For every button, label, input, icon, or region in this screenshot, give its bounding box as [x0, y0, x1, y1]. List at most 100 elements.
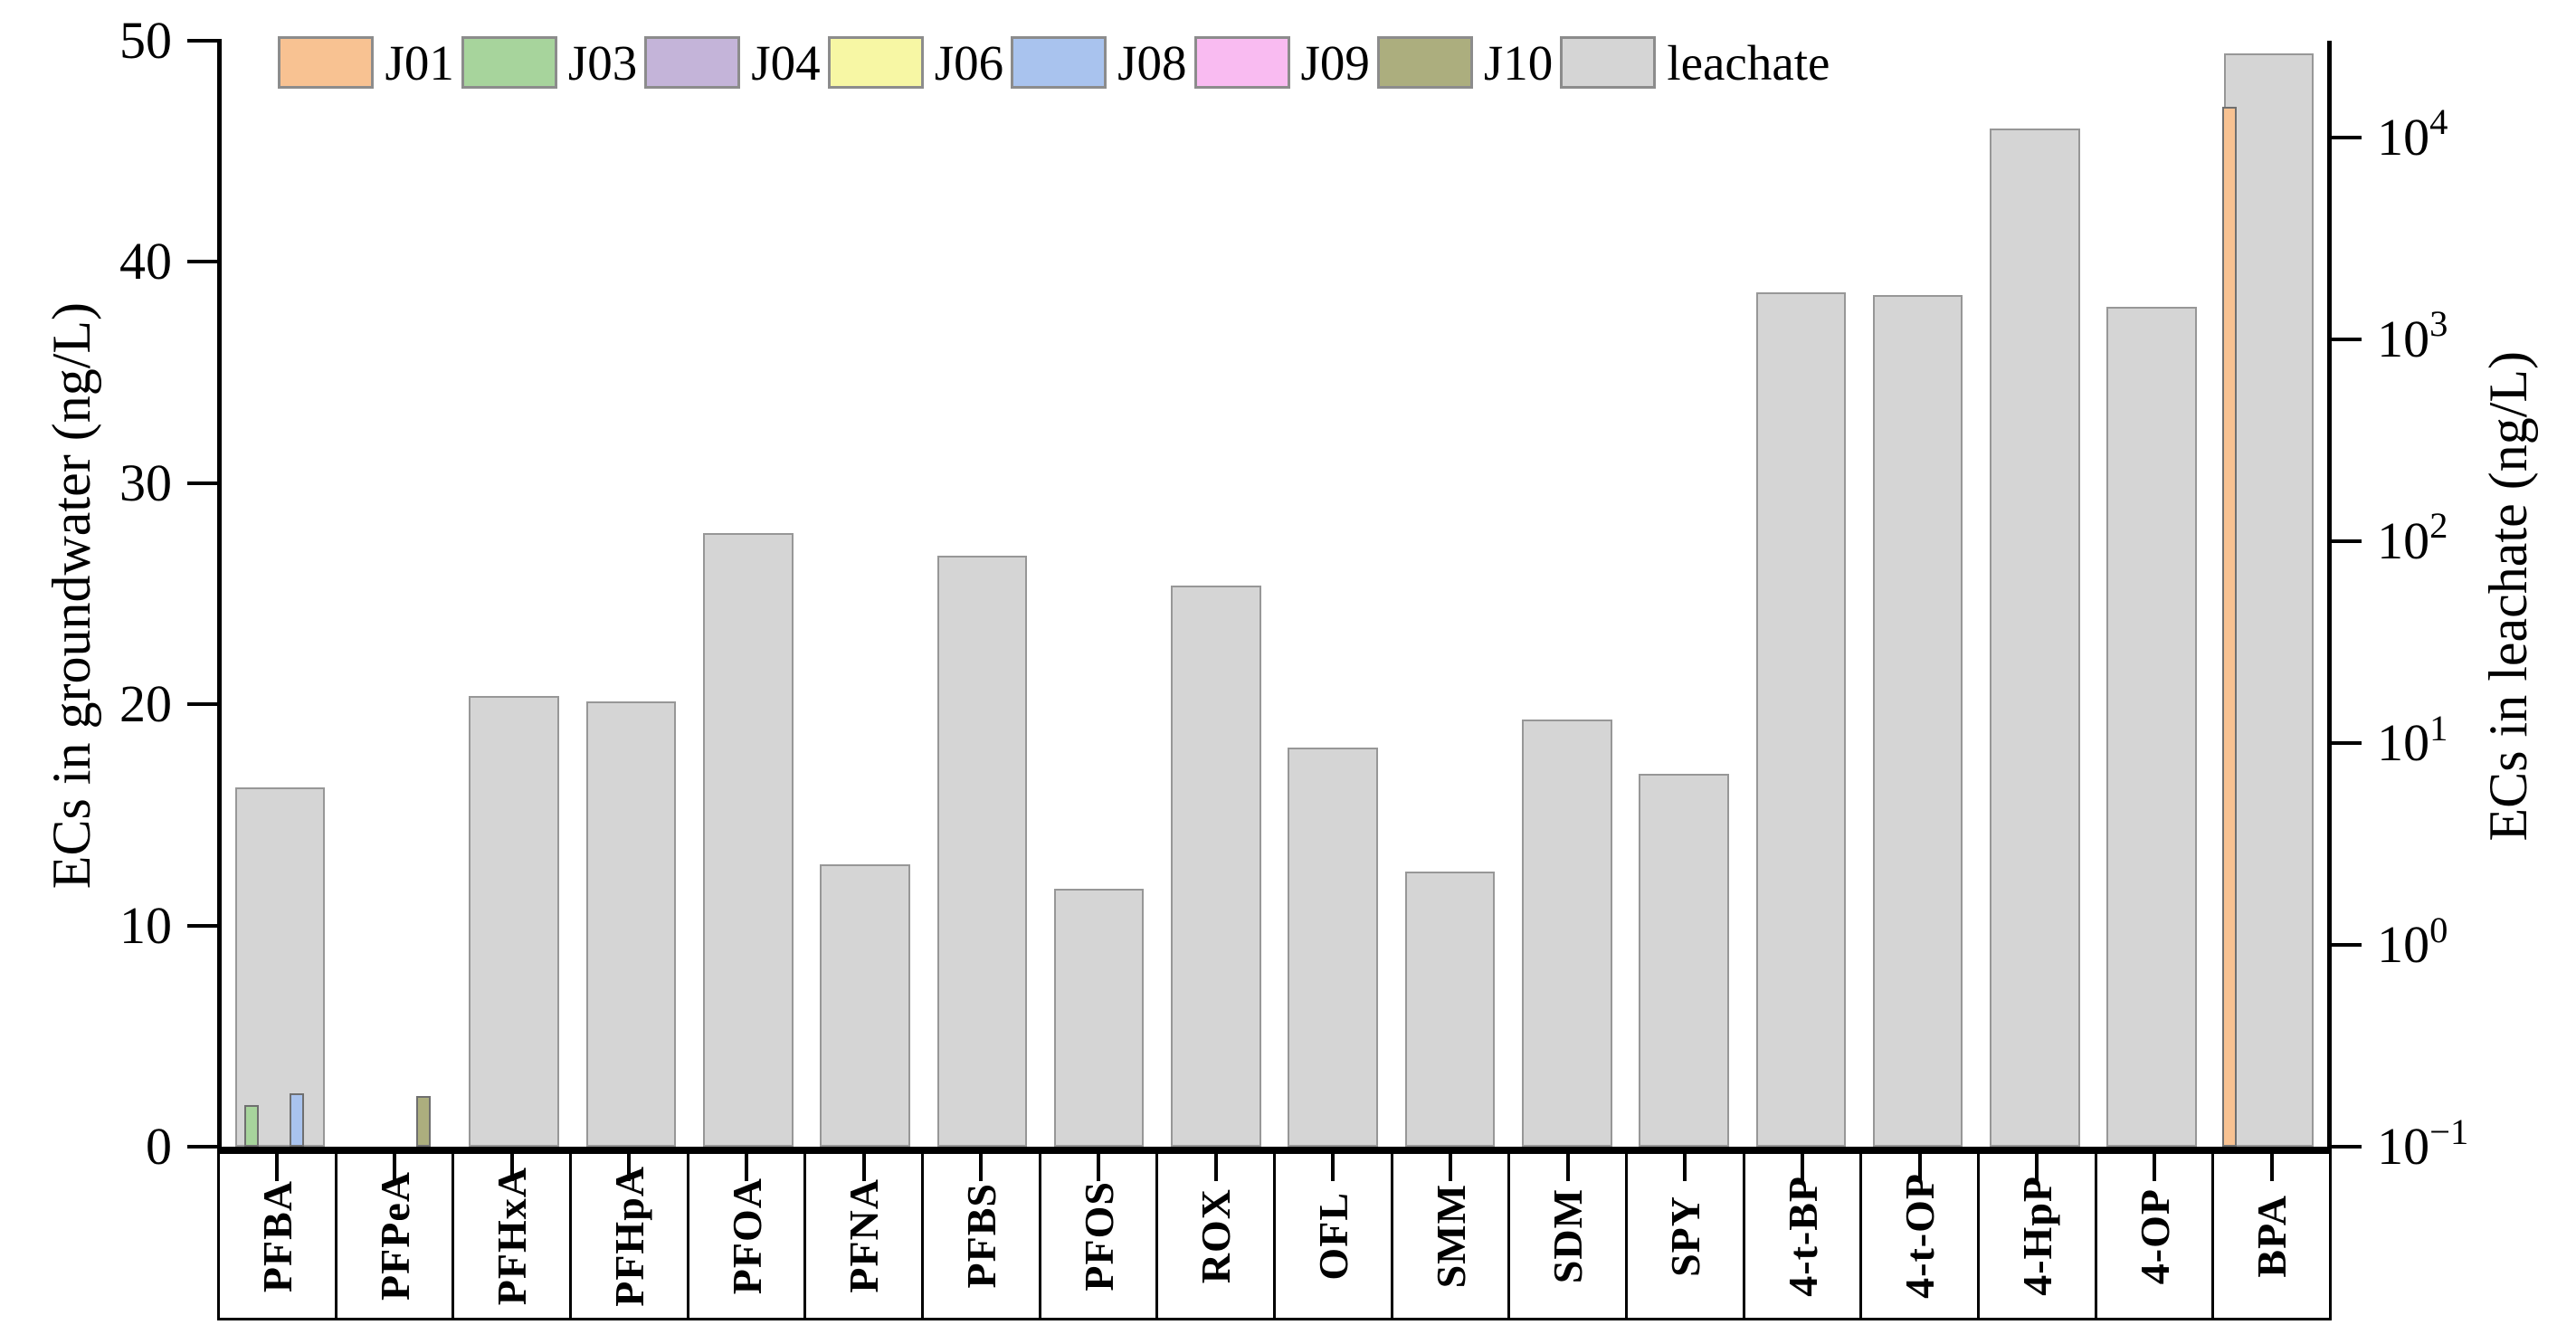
x-axis-tick-PFBA	[275, 1154, 280, 1182]
x-axis-tick-PFNA	[861, 1154, 866, 1182]
chart-legend: J01 J03 J04 J06 J08 J09 J10 leachate	[278, 34, 1830, 91]
x-category-box-PFOA: PFOA	[689, 1154, 807, 1319]
x-axis-tick-BPA	[2269, 1154, 2274, 1182]
plot-area: 0 10 20 30 40 50 10−1 100 101 102 103 104	[119, 14, 2468, 1172]
x-category-label-OFL: OFL	[1309, 1191, 1356, 1281]
leachate-bar-OFL	[1288, 747, 1378, 1148]
left-axis-tick-label-50: 50	[119, 10, 172, 70]
leachate-bar-4-t-OP	[1872, 295, 1963, 1148]
x-category-box-BPA: BPA	[2214, 1154, 2330, 1319]
x-category-label-PFHxA: PFHxA	[489, 1167, 536, 1306]
x-axis-tick-SMM	[1449, 1154, 1453, 1182]
x-category-label-ROX: ROX	[1193, 1187, 1240, 1284]
legend-label-J03: J03	[567, 34, 638, 91]
legend-item-J01: J01	[278, 34, 454, 91]
right-axis-tick-label-1e3: 103	[2377, 303, 2448, 368]
legend-item-J06: J06	[827, 34, 1004, 91]
legend-label-J04: J04	[751, 34, 821, 91]
right-axis-tick-label-1e-1: 10−1	[2377, 1110, 2469, 1177]
right-axis-title: ECs in leachate (ng/L)	[2478, 350, 2539, 842]
x-category-box-ROX: ROX	[1158, 1154, 1277, 1319]
legend-label-J06: J06	[934, 34, 1004, 91]
x-axis-tick-4-t-OP	[1917, 1154, 1922, 1182]
legend-item-J10: J10	[1376, 34, 1554, 91]
x-category-label-4-OP: 4-OP	[2131, 1187, 2178, 1284]
x-category-box-SDM: SDM	[1510, 1154, 1629, 1319]
x-category-box-4-t-OP: 4-t-OP	[1862, 1154, 1981, 1319]
x-axis-tick-4-OP	[2153, 1154, 2157, 1182]
x-category-box-PFBS: PFBS	[924, 1154, 1041, 1319]
x-axis-tick-ROX	[1213, 1154, 1218, 1182]
left-axis-title: ECs in groundwater (ng/L)	[42, 302, 102, 890]
leachate-bar-PFOA	[702, 532, 794, 1148]
legend-swatch-leachate	[1560, 36, 1657, 90]
legend-item-J03: J03	[461, 34, 637, 91]
groundwater-bar-BPA-J01	[2221, 107, 2237, 1148]
x-axis-tick-PFOA	[745, 1154, 749, 1182]
legend-label-J09: J09	[1300, 34, 1370, 91]
left-axis-title-wrap: ECs in groundwater (ng/L)	[0, 41, 144, 1151]
left-axis-tick-0	[187, 1145, 222, 1149]
leachate-bar-SPY	[1639, 774, 1729, 1148]
leachate-bar-PFHxA	[469, 696, 559, 1148]
legend-swatch-J01	[278, 36, 375, 90]
legend-label-J10: J10	[1483, 34, 1554, 91]
legend-swatch-J06	[827, 36, 924, 90]
legend-label-J08: J08	[1117, 34, 1187, 91]
left-axis-tick-label-20: 20	[119, 674, 172, 734]
legend-swatch-J03	[461, 36, 557, 90]
legend-label-leachate: leachate	[1667, 34, 1830, 91]
legend-item-J04: J04	[644, 34, 821, 91]
x-category-label-PFHpA: PFHpA	[605, 1165, 652, 1307]
x-category-label-SMM: SMM	[1427, 1183, 1474, 1289]
leachate-bar-4-OP	[2106, 306, 2197, 1148]
right-axis-tick-label-1e4: 104	[2377, 101, 2448, 167]
x-category-label-4-HpP: 4-HpP	[2013, 1176, 2060, 1296]
right-axis-tick-1e1	[2327, 740, 2362, 745]
leachate-bar-PFOS	[1053, 888, 1145, 1148]
left-axis-tick-50	[187, 38, 222, 43]
right-axis-tick-label-1e1: 101	[2377, 707, 2448, 772]
x-category-box-SMM: SMM	[1393, 1154, 1511, 1319]
groundwater-bar-PFPeA-J10	[415, 1095, 431, 1148]
leachate-bar-4-t-BP	[1755, 292, 1847, 1148]
right-axis-tick-label-1e2: 102	[2377, 505, 2448, 570]
groundwater-bar-PFBA-J08	[289, 1093, 305, 1148]
leachate-bar-PFHpA	[585, 701, 677, 1148]
left-axis-tick-label-40: 40	[119, 232, 172, 291]
x-category-box-4-t-BP: 4-t-BP	[1744, 1154, 1863, 1319]
x-axis-tick-4-HpP	[2035, 1154, 2039, 1182]
x-category-box-PFNA: PFNA	[806, 1154, 925, 1319]
right-axis-tick-1e-1	[2327, 1145, 2362, 1149]
x-category-label-PFNA: PFNA	[841, 1178, 888, 1293]
left-axis-tick-40	[187, 260, 222, 264]
x-category-label-SDM: SDM	[1545, 1187, 1592, 1284]
legend-swatch-J08	[1011, 36, 1107, 90]
x-axis-tick-PFHxA	[509, 1154, 514, 1182]
left-axis-tick-10	[187, 923, 222, 928]
x-category-label-PFPeA: PFPeA	[371, 1171, 418, 1301]
leachate-bar-ROX	[1171, 586, 1261, 1148]
x-axis-category-boxes: PFBA PFPeA PFHxA PFHpA PFOA PFNA PFBS PFOS ROX OF…	[217, 1151, 2333, 1321]
x-axis-tick-OFL	[1331, 1154, 1336, 1182]
right-axis-tick-1e4	[2327, 135, 2362, 139]
left-axis-tick-30	[187, 481, 222, 485]
left-axis-tick-label-0: 0	[146, 1117, 172, 1177]
leachate-bar-PFNA	[820, 864, 910, 1148]
x-category-label-SPY: SPY	[1661, 1195, 1708, 1277]
right-axis-tick-label-1e0: 100	[2377, 909, 2448, 974]
right-axis-tick-1e0	[2327, 942, 2362, 947]
x-category-box-SPY: SPY	[1628, 1154, 1745, 1319]
x-category-box-PFHxA: PFHxA	[454, 1154, 573, 1319]
x-category-label-PFBS: PFBS	[957, 1183, 1004, 1289]
left-axis-tick-20	[187, 702, 222, 707]
leachate-bar-SDM	[1521, 720, 1612, 1148]
leachate-bar-SMM	[1404, 872, 1496, 1148]
x-category-label-PFBA: PFBA	[253, 1179, 300, 1292]
leachate-bar-4-HpP	[1990, 129, 2080, 1148]
legend-swatch-J09	[1193, 36, 1290, 90]
left-axis-tick-label-30: 30	[119, 453, 172, 512]
x-category-label-4-t-OP: 4-t-OP	[1896, 1173, 1944, 1300]
x-category-box-PFPeA: PFPeA	[337, 1154, 455, 1319]
